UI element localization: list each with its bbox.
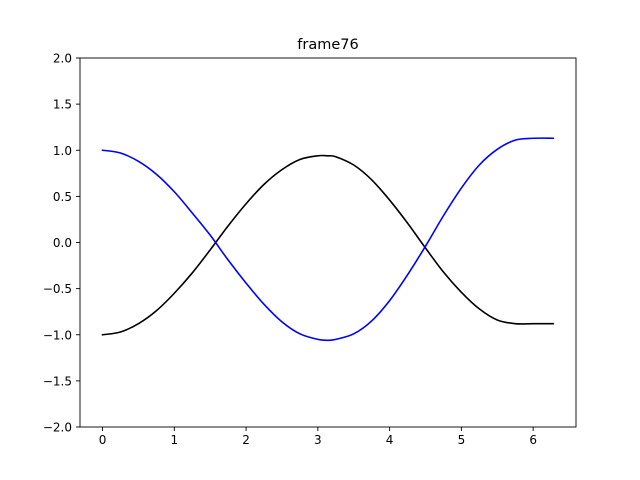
y-tick-label: 1.5 <box>53 98 72 112</box>
x-tick-label: 3 <box>314 433 322 447</box>
series-layer <box>101 137 555 342</box>
y-tick-label: −1.0 <box>43 328 72 342</box>
x-tick-label: 5 <box>458 433 466 447</box>
x-tick-label: 6 <box>529 433 537 447</box>
y-tick-label: 0.0 <box>53 236 72 250</box>
y-tick-label: −0.5 <box>43 282 72 296</box>
series-line-1 <box>101 154 555 336</box>
x-tick-label: 1 <box>170 433 178 447</box>
x-tick-label: 2 <box>242 433 250 447</box>
series-line-2 <box>101 137 555 342</box>
y-tick-label: −2.0 <box>43 421 72 435</box>
y-tick-label: 2.0 <box>53 52 72 66</box>
y-tick-label: −1.5 <box>43 374 72 388</box>
plot-frame <box>79 57 577 428</box>
x-tick-label: 4 <box>386 433 394 447</box>
y-tick-label: 1.0 <box>53 144 72 158</box>
axes-layer: 0 1 2 3 4 5 6 −2.0 −1.5 −1.0 −0.5 0.0 0.5 1.0 1.5 2.0 <box>43 52 577 447</box>
chart-title: frame76 <box>297 37 358 53</box>
y-tick-label: 0.5 <box>53 190 72 204</box>
x-tick-label: 0 <box>99 433 107 447</box>
